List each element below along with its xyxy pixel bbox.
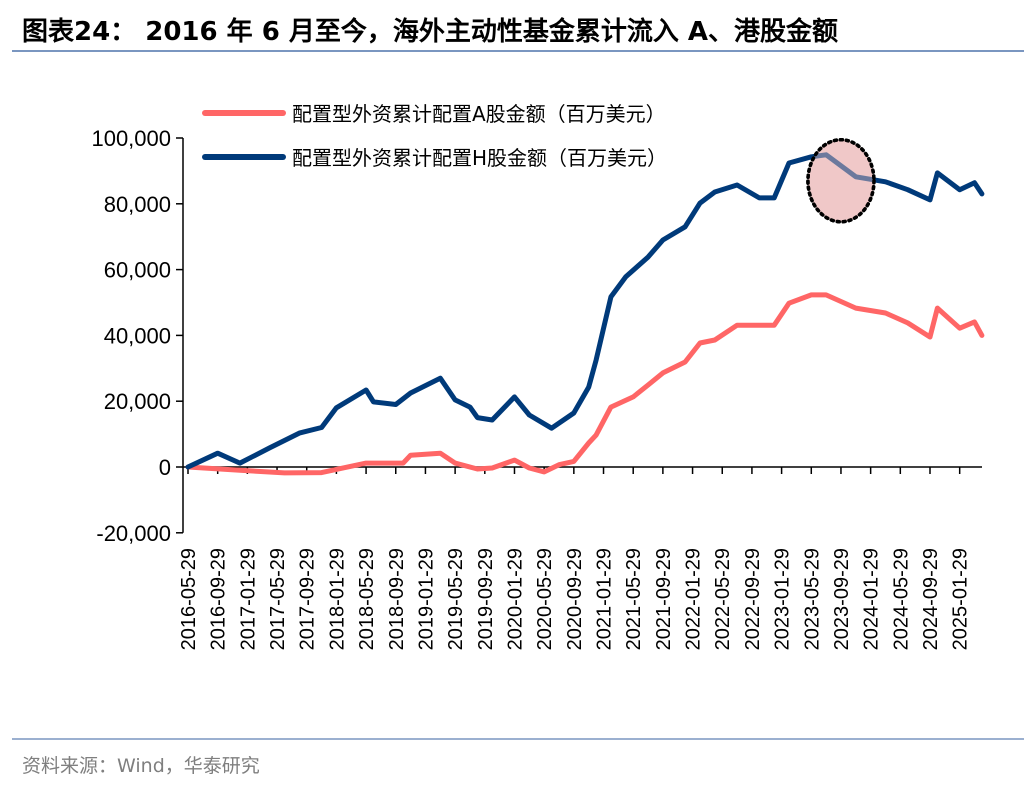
x-tick-label: 2020-05-29 — [534, 548, 556, 650]
x-tick-label: 2024-05-29 — [890, 548, 912, 650]
x-tick-label: 2023-09-29 — [831, 548, 853, 650]
x-tick-label: 2020-01-29 — [504, 548, 526, 650]
x-tick-label: 2017-01-29 — [237, 548, 259, 650]
x-tick-label: 2024-09-29 — [920, 548, 942, 650]
y-tick-label: 100,000 — [91, 126, 171, 151]
highlight-ellipse-overlay — [806, 138, 876, 224]
x-tick-label: 2022-05-29 — [712, 548, 734, 650]
x-tick-label: 2025-01-29 — [950, 548, 972, 650]
x-tick-label: 2022-01-29 — [683, 548, 705, 650]
x-tick-label: 2017-05-29 — [267, 548, 289, 650]
y-tick-label: 0 — [159, 455, 171, 480]
x-tick-label: 2019-09-29 — [475, 548, 497, 650]
x-tick-label: 2021-01-29 — [594, 548, 616, 650]
x-tick-label: 2018-05-29 — [356, 548, 378, 650]
series-line-h-share — [185, 152, 985, 470]
x-tick-label: 2016-05-29 — [178, 548, 200, 650]
x-tick-label: 2022-09-29 — [742, 548, 764, 650]
y-tick-label: 60,000 — [104, 258, 171, 283]
y-tick-label: -20,000 — [96, 521, 171, 546]
y-tick-label: 40,000 — [104, 323, 171, 348]
x-tick-label: 2017-09-29 — [297, 548, 319, 650]
x-tick-label: 2020-09-29 — [564, 548, 586, 650]
x-tick-label: 2023-01-29 — [772, 548, 794, 650]
legend-label-h-share: 配置型外资累计配置H股金额（百万美元） — [292, 146, 667, 170]
source-note: 资料来源：Wind，华泰研究 — [22, 755, 260, 777]
x-tick-label: 2021-05-29 — [623, 548, 645, 650]
figure-title: 图表24： 2016 年 6 月至今，海外主动性基金累计流入 A、港股金额 — [22, 16, 838, 47]
y-tick-label: 20,000 — [104, 389, 171, 414]
x-tick-label: 2019-05-29 — [445, 548, 467, 650]
series-line-a-share — [185, 292, 985, 476]
x-tick-label: 2018-09-29 — [386, 548, 408, 650]
x-tick-label: 2023-05-29 — [801, 548, 823, 650]
x-tick-label: 2018-01-29 — [326, 548, 348, 650]
x-tick-label: 2016-09-29 — [208, 548, 230, 650]
legend: 配置型外资累计配置A股金额（百万美元） 配置型外资累计配置H股金额（百万美元） — [202, 102, 667, 170]
x-tick-label: 2021-09-29 — [653, 548, 675, 650]
x-tick-label: 2019-01-29 — [415, 548, 437, 650]
y-tick-label: 80,000 — [104, 192, 171, 217]
x-tick-label: 2024-01-29 — [861, 548, 883, 650]
legend-label-a-share: 配置型外资累计配置A股金额（百万美元） — [292, 102, 666, 126]
